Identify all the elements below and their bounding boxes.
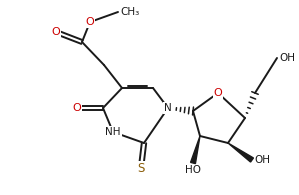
Text: HO: HO: [185, 165, 201, 175]
Text: OH: OH: [279, 53, 295, 63]
Polygon shape: [228, 143, 254, 162]
Text: O: O: [52, 27, 60, 37]
Text: O: O: [86, 17, 94, 27]
Text: S: S: [137, 161, 145, 175]
Polygon shape: [190, 136, 200, 164]
Text: N: N: [164, 103, 172, 113]
Text: O: O: [213, 88, 222, 98]
Text: O: O: [73, 103, 81, 113]
Text: OH: OH: [254, 155, 270, 165]
Text: NH: NH: [105, 127, 121, 137]
Text: CH₃: CH₃: [120, 7, 139, 17]
